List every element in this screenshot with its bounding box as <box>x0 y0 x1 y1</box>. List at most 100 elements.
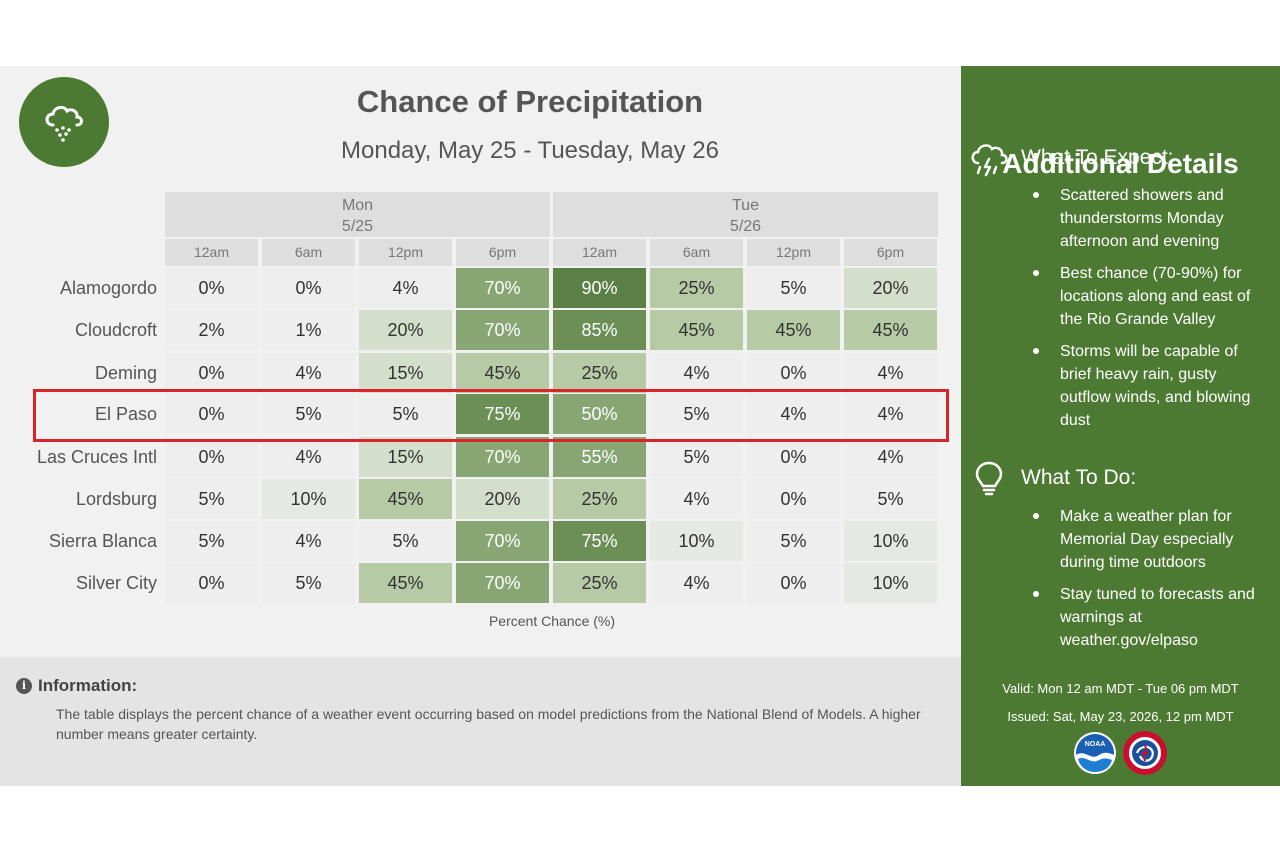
heatmap-cell: 20% <box>456 479 549 519</box>
heatmap-cell: 4% <box>844 353 937 393</box>
heatmap-cell: 85% <box>553 310 646 350</box>
heatmap-cell: 70% <box>456 563 549 603</box>
heatmap-cell: 70% <box>456 310 549 350</box>
day-date: 5/26 <box>729 218 762 235</box>
noaa-logo-text: NOAA <box>1085 741 1106 748</box>
chart-subtitle: Monday, May 25 - Tuesday, May 26 <box>341 137 719 164</box>
info-icon: i <box>16 678 32 694</box>
heatmap-cell: 25% <box>650 268 743 308</box>
noaa-logo: NOAA <box>1074 732 1116 774</box>
heatmap-cell: 75% <box>456 394 549 434</box>
rain-cloud-logo <box>19 77 109 167</box>
heatmap-cell: 4% <box>650 353 743 393</box>
heatmap-cell: 70% <box>456 268 549 308</box>
do-bullet-item: Make a weather plan for Memorial Day esp… <box>1030 505 1270 574</box>
what-to-do-heading: What To Do: <box>1021 466 1137 489</box>
heatmap-cell: 0% <box>165 563 258 603</box>
heatmap-cell: 10% <box>650 521 743 561</box>
heatmap-cell: 25% <box>553 563 646 603</box>
heatmap-cell: 4% <box>747 394 840 434</box>
heatmap-cell: 20% <box>359 310 452 350</box>
location-label-sierra-blanca: Sierra Blanca <box>48 531 157 551</box>
information-panel <box>0 657 961 786</box>
heatmap-cell: 10% <box>262 479 355 519</box>
heatmap-cell: 0% <box>747 563 840 603</box>
location-label-alamogordo: Alamogordo <box>59 278 157 298</box>
what-to-do-list: Make a weather plan for Memorial Day esp… <box>1030 505 1270 661</box>
heatmap-cell: 4% <box>844 394 937 434</box>
heatmap-cell: 45% <box>650 310 743 350</box>
heatmap-cell: 5% <box>747 268 840 308</box>
heatmap-cell: 45% <box>359 563 452 603</box>
information-title: Information: <box>38 676 138 695</box>
expect-bullet-item: Scattered showers and thunderstorms Mond… <box>1030 184 1270 253</box>
information-text: The table displays the percent chance of… <box>56 706 921 742</box>
heatmap-cell: 0% <box>165 353 258 393</box>
heatmap-cell: 4% <box>650 479 743 519</box>
heatmap-cell: 4% <box>650 563 743 603</box>
heatmap-cell: 5% <box>650 437 743 477</box>
heatmap-cell: 5% <box>359 521 452 561</box>
what-to-expect-list: Scattered showers and thunderstorms Mond… <box>1030 184 1270 441</box>
heatmap-cell: 5% <box>262 563 355 603</box>
heatmap-cell: 25% <box>553 353 646 393</box>
heatmap-cell: 45% <box>844 310 937 350</box>
location-label-el-paso: El Paso <box>94 404 157 424</box>
time-header-tue-12pm: 12pm <box>747 239 840 266</box>
heatmap-cell: 10% <box>844 563 937 603</box>
heatmap-cell: 5% <box>747 521 840 561</box>
heatmap-cell: 20% <box>844 268 937 308</box>
time-header-mon-6pm: 6pm <box>456 239 549 266</box>
heatmap-cell: 70% <box>456 521 549 561</box>
heatmap-cell: 0% <box>747 437 840 477</box>
time-header-mon-12pm: 12pm <box>359 239 452 266</box>
heatmap-cell: 90% <box>553 268 646 308</box>
day-header-tue: Tue 5/26 <box>553 192 938 237</box>
location-label-cloudcroft: Cloudcroft <box>74 320 157 340</box>
location-label-lordsburg: Lordsburg <box>75 489 157 509</box>
additional-details-panel: Additional Details <box>961 66 1280 786</box>
additional-details-title: Additional Details <box>1002 148 1239 179</box>
do-bullet-item: Stay tuned to forecasts and warnings at … <box>1030 583 1270 652</box>
expect-bullet-item: Best chance (70-90%) for locations along… <box>1030 262 1270 331</box>
expect-bullet-item: Storms will be capable of brief heavy ra… <box>1030 340 1270 432</box>
thunderstorm-icon <box>971 144 1008 177</box>
information-heading: i Information: <box>16 676 137 696</box>
heatmap-cell: 15% <box>359 353 452 393</box>
location-label-deming: Deming <box>94 363 157 383</box>
heatmap-cell: 1% <box>262 310 355 350</box>
heatmap-cell: 5% <box>359 394 452 434</box>
axis-caption: Percent Chance (%) <box>488 613 616 629</box>
heatmap-cell: 0% <box>165 437 258 477</box>
heatmap-cell: 5% <box>165 479 258 519</box>
heatmap-cell: 0% <box>165 394 258 434</box>
day-name: Tue <box>732 197 759 214</box>
chart-title: Chance of Precipitation <box>356 84 704 119</box>
heatmap-cell: 5% <box>262 394 355 434</box>
heatmap-cell: 10% <box>844 521 937 561</box>
day-name: Mon <box>341 197 374 214</box>
nws-logo <box>1123 731 1167 775</box>
heatmap-cell: 45% <box>747 310 840 350</box>
heatmap-cell: 0% <box>747 353 840 393</box>
heatmap-cell: 4% <box>262 353 355 393</box>
rain-cloud-icon <box>45 105 83 142</box>
heatmap-cell: 5% <box>650 394 743 434</box>
day-date: 5/25 <box>341 218 374 235</box>
heatmap-cell: 50% <box>553 394 646 434</box>
time-header-mon-6am: 6am <box>262 239 355 266</box>
time-header-tue-6am: 6am <box>650 239 743 266</box>
time-header-mon-12am: 12am <box>165 239 258 266</box>
location-label-las-cruces-intl: Las Cruces Intl <box>36 447 157 467</box>
heatmap-cell: 4% <box>262 437 355 477</box>
day-header-mon: Mon 5/25 <box>165 192 550 237</box>
heatmap-cell: 45% <box>359 479 452 519</box>
issued-time: Issued: Sat, May 23, 2026, 12 pm MDT <box>1007 709 1234 724</box>
valid-time: Valid: Mon 12 am MDT - Tue 06 pm MDT <box>1002 681 1239 696</box>
heatmap-cell: 45% <box>456 353 549 393</box>
heatmap-cell: 5% <box>844 479 937 519</box>
heatmap-cell: 5% <box>165 521 258 561</box>
heatmap-cell: 55% <box>553 437 646 477</box>
heatmap-cell: 70% <box>456 437 549 477</box>
